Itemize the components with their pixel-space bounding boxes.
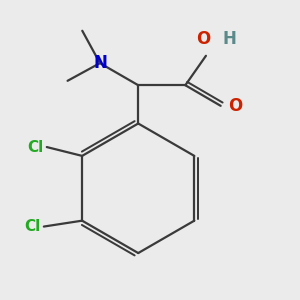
Text: N: N: [93, 54, 107, 72]
Text: Cl: Cl: [28, 140, 44, 154]
Text: Cl: Cl: [25, 219, 41, 234]
Text: H: H: [222, 30, 236, 48]
Text: O: O: [196, 30, 210, 48]
Text: O: O: [228, 97, 242, 115]
